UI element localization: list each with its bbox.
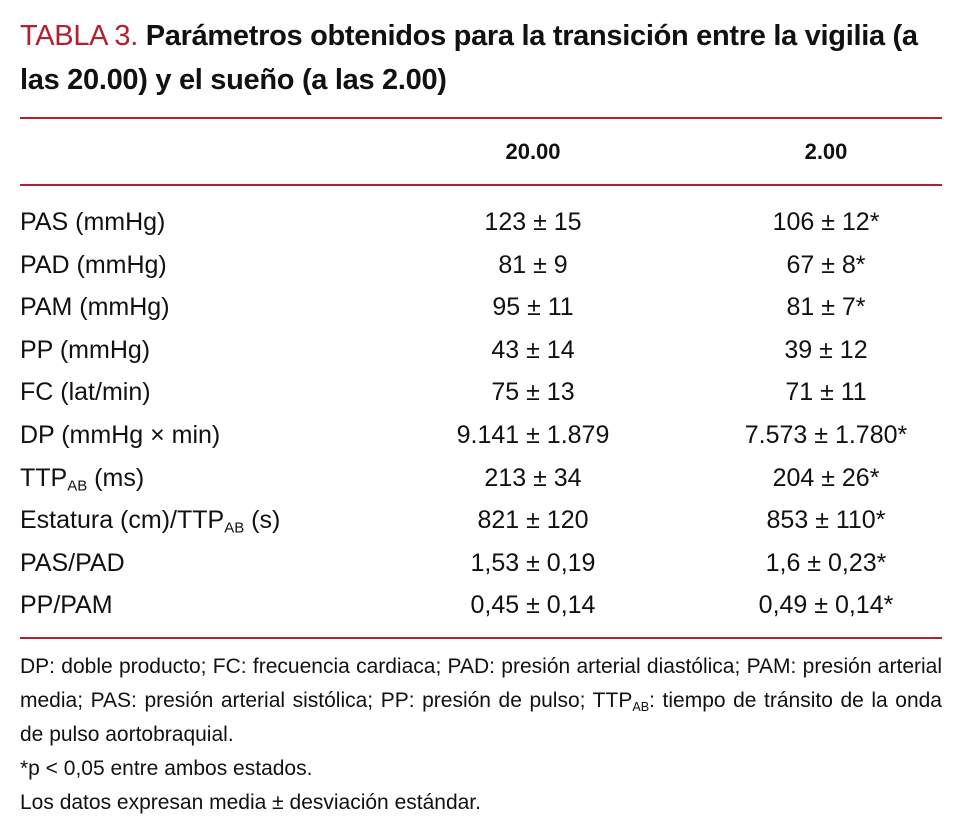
row-label: FC (lat/min) xyxy=(20,372,151,412)
cell: 7.573 ± 1.780* xyxy=(744,421,908,449)
cell: 81 ± 9 xyxy=(498,250,568,279)
text: PAM (mmHg) xyxy=(20,293,170,322)
table-row: PAM (mmHg) 95 ± 11 81 ± 7* xyxy=(20,287,942,327)
table-row: FC (lat/min) 75 ± 13 71 ± 11 xyxy=(20,372,942,412)
row-label: PP (mmHg) xyxy=(20,330,150,370)
row-label: PAS/PAD xyxy=(20,543,125,583)
cell: 43 ± 14 xyxy=(491,335,575,364)
cell: 1,53 ± 0,19 xyxy=(470,548,596,577)
text: TTP xyxy=(20,463,68,492)
row-label: PAM (mmHg) xyxy=(20,287,170,327)
footnote: Los datos expresan media ± desviación es… xyxy=(20,786,942,820)
text: (ms) xyxy=(87,463,145,492)
cell: 95 ± 11 xyxy=(492,293,574,322)
row-label: PP/PAM xyxy=(20,585,113,625)
footnote: DP: doble producto; FC: frecuencia cardi… xyxy=(20,650,942,752)
row-label: DP (mmHg × min) xyxy=(20,415,220,455)
footnote: *p < 0,05 entre ambos estados. xyxy=(20,752,942,786)
rule xyxy=(20,637,942,639)
table-title: TABLA 3. Parámetros obtenidos para la tr… xyxy=(20,14,940,102)
text: PAS/PAD xyxy=(20,548,125,577)
table-row: PAS (mmHg) 123 ± 15 106 ± 12* xyxy=(20,202,942,242)
cell: 71 ± 11 xyxy=(785,378,867,407)
text: Los datos expresan media ± desviación es… xyxy=(20,791,481,814)
table-label: TABLA 3. xyxy=(20,20,138,52)
table-row: PP (mmHg) 43 ± 14 39 ± 12 xyxy=(20,330,942,370)
text: PP/PAM xyxy=(20,591,113,620)
cell: 0,45 ± 0,14 xyxy=(470,591,596,620)
cell: 853 ± 110* xyxy=(766,506,886,535)
cell: 106 ± 12* xyxy=(772,208,880,236)
text: (s) xyxy=(244,506,281,535)
text: PAD (mmHg) xyxy=(20,250,167,279)
column-header: 2.00 xyxy=(804,139,848,164)
cell: 75 ± 13 xyxy=(491,378,575,407)
cell: 123 ± 15 xyxy=(484,208,582,236)
cell: 1,6 ± 0,23* xyxy=(765,548,887,577)
text: DP (mmHg × min) xyxy=(20,421,221,449)
cell: 821 ± 120 xyxy=(477,506,589,535)
cell: 213 ± 34 xyxy=(484,463,582,492)
column-header: 20.00 xyxy=(505,139,561,164)
footnotes: DP: doble producto; FC: frecuencia cardi… xyxy=(20,650,942,820)
cell: 39 ± 12 xyxy=(784,335,868,364)
title-text: Parámetros obtenidos para la transición … xyxy=(20,20,918,96)
table-row: PP/PAM 0,45 ± 0,14 0,49 ± 0,14* xyxy=(20,585,942,625)
text: *p < 0,05 entre ambos estados. xyxy=(20,757,313,780)
table-row: PAD (mmHg) 81 ± 9 67 ± 8* xyxy=(20,245,942,285)
table-row: Estatura (cm)/TTPAB (s) 821 ± 120 853 ± 11… xyxy=(20,500,942,540)
row-label: TTPAB (ms) xyxy=(20,458,144,498)
subscript: AB xyxy=(67,477,88,495)
cell: 81 ± 7* xyxy=(786,293,866,322)
rule xyxy=(20,117,942,119)
row-label: PAD (mmHg) xyxy=(20,245,167,285)
text: FC (lat/min) xyxy=(20,378,151,407)
row-label: PAS (mmHg) xyxy=(20,202,165,242)
table-row: TTPAB (ms) 213 ± 34 204 ± 26* xyxy=(20,458,942,498)
cell: 9.141 ± 1.879 xyxy=(456,421,610,449)
header-row: 20.00 2.00 xyxy=(20,132,942,172)
text: PAS (mmHg) xyxy=(20,208,166,236)
subscript: AB xyxy=(632,699,650,714)
subscript: AB xyxy=(224,519,245,537)
text: Estatura (cm)/TTP xyxy=(20,506,225,535)
text: PP (mmHg) xyxy=(20,335,151,364)
text: : tiempo de tránsito de la onda de pulso… xyxy=(20,689,942,746)
table-row: DP (mmHg × min) 9.141 ± 1.879 7.573 ± 1.78… xyxy=(20,415,942,455)
table-row: PAS/PAD 1,53 ± 0,19 1,6 ± 0,23* xyxy=(20,543,942,583)
text: DP: doble producto; FC: frecuencia cardi… xyxy=(20,655,942,712)
cell: 67 ± 8* xyxy=(786,250,866,279)
cell: 0,49 ± 0,14* xyxy=(758,591,894,620)
rule xyxy=(20,184,942,186)
cell: 204 ± 26* xyxy=(772,463,880,492)
row-label: Estatura (cm)/TTPAB (s) xyxy=(20,500,280,540)
